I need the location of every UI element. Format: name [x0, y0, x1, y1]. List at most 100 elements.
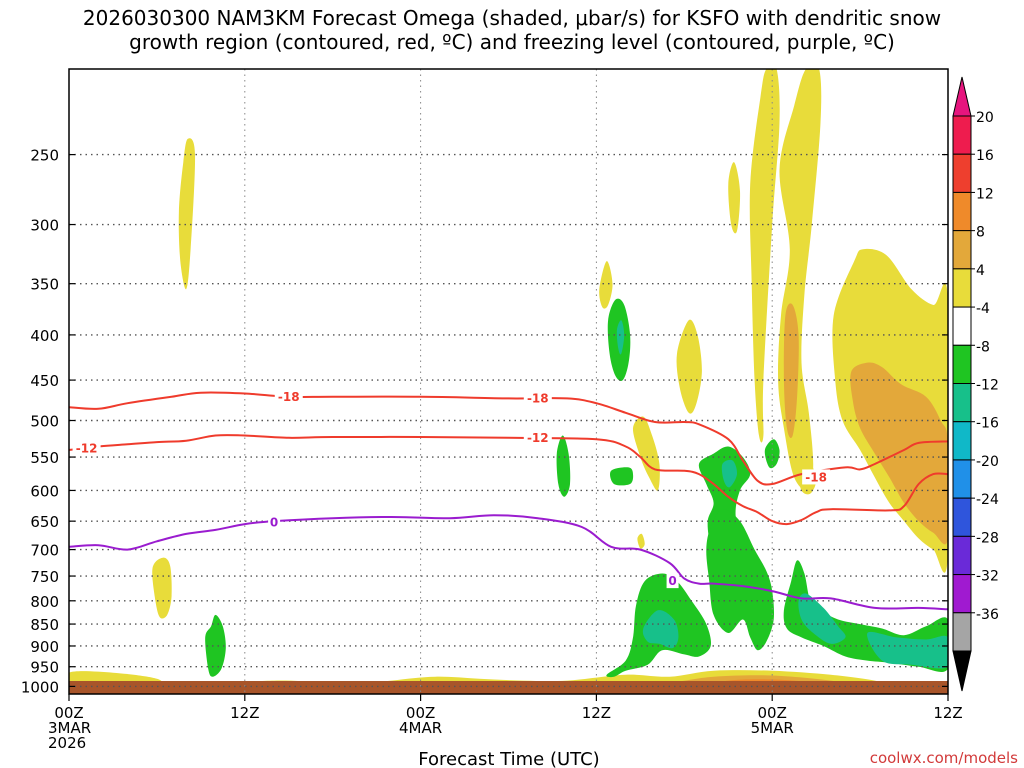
colorbar-label-7: -12 [976, 378, 999, 394]
colorbar-swatch-10 [952, 497, 972, 537]
omega-region-25 [798, 593, 846, 644]
contour-label-bg-2 [802, 469, 831, 485]
y-tick-label-250: 250 [30, 147, 59, 165]
y-tick-label-350: 350 [30, 276, 59, 294]
omega-region-18 [721, 459, 738, 488]
y-tick-label-900: 900 [30, 638, 59, 656]
colorbar-swatch-5 [952, 306, 972, 346]
colorbar-swatch-2 [952, 191, 972, 232]
colorbar-swatch-13 [952, 612, 972, 652]
omega-region-13 [676, 319, 702, 414]
colorbar-label-5: -4 [976, 301, 990, 317]
omega-region-12 [616, 320, 625, 355]
y-tick-label-550: 550 [30, 449, 59, 467]
omega-region-9 [599, 261, 613, 309]
y-tick-label-600: 600 [30, 482, 59, 500]
y-tick-label-400: 400 [30, 327, 59, 345]
y-tick-label-800: 800 [30, 593, 59, 611]
title-line-1: growth region (contoured, red, ºC) and f… [129, 30, 895, 54]
contour-label-5: 0 [270, 515, 278, 529]
contour-label-bg-6 [666, 573, 679, 589]
omega-region-14 [632, 416, 660, 491]
colorbar-swatch-6 [952, 344, 972, 384]
x-tick-label-24-0: 00Z [406, 704, 435, 722]
colorbar-swatch-0 [952, 115, 972, 155]
credit-text: coolwx.com/models [870, 749, 1018, 767]
colorbar-label-6: -8 [976, 339, 990, 355]
x-tick-label-48-1: 5MAR [751, 719, 794, 737]
colorbar-swatch-1 [952, 153, 972, 193]
grid-lines [69, 69, 948, 694]
y-tick-label-500: 500 [30, 413, 59, 431]
y-tick-label-300: 300 [30, 217, 59, 235]
colorbar-label-11: -28 [976, 530, 999, 546]
omega-region-15 [637, 533, 645, 549]
x-tick-label-36-0: 12Z [582, 704, 611, 722]
y-tick-label-1000: 1000 [21, 678, 59, 696]
colorbar-top-arrow [952, 76, 972, 117]
omega-region-10 [556, 435, 571, 497]
colorbar-label-9: -20 [976, 454, 999, 470]
omega-region-1 [152, 557, 172, 619]
colorbar-swatch-4 [952, 268, 972, 308]
x-tick-label-24-1: 4MAR [399, 719, 442, 737]
omega-region-27 [749, 69, 780, 443]
colorbar-label-0: 20 [976, 110, 994, 126]
colorbar-swatch-3 [952, 230, 972, 270]
colorbar-swatch-9 [952, 459, 972, 499]
x-tick-label-0-0: 00Z [54, 704, 83, 722]
x-tick-label-0-2: 2026 [48, 734, 86, 752]
colorbar-label-10: -24 [976, 492, 999, 508]
colorbar-bottom-arrow [952, 650, 972, 692]
contour-label-2: -18 [805, 470, 827, 484]
y-tick-label-750: 750 [30, 568, 59, 586]
contour-label-3: -12 [76, 442, 98, 456]
omega-region-16 [610, 467, 634, 486]
contour-label-6: 0 [668, 574, 676, 588]
y-tick-label-950: 950 [30, 659, 59, 677]
contour-label-bg-1 [523, 390, 552, 406]
colorbar-label-8: -16 [976, 416, 999, 432]
contour-label-bg-4 [523, 429, 552, 445]
contour-label-bg-5 [268, 514, 281, 530]
y-axis: 250 300 350 400 450 500 550 600 650 700 750 800 850 9… [21, 147, 948, 696]
contour-freezing-level [69, 514, 948, 611]
colorbar-swatch-8 [952, 421, 972, 461]
x-tick-label-0-1: 3MAR [48, 719, 91, 737]
contour-label-1: -18 [527, 391, 549, 405]
colorbar-label-2: 12 [976, 186, 994, 202]
contour-dgz-bottom [69, 434, 948, 526]
y-tick-label-850: 850 [30, 616, 59, 634]
omega-region-29 [783, 303, 799, 438]
contour-dgz-top [69, 391, 948, 486]
omega-region-26 [867, 631, 948, 669]
y-tick-label-450: 450 [30, 372, 59, 390]
x-axis-label: Forecast Time (UTC) [418, 749, 599, 768]
colorbar-label-4: 4 [976, 263, 985, 279]
omega-region-20 [728, 162, 741, 234]
chart-title: 2026030300 NAM3KM Forecast Omega (shaded… [83, 6, 941, 54]
colorbar-swatch-11 [952, 535, 972, 576]
omega-region-23 [706, 509, 775, 651]
omega-region-0 [178, 138, 196, 290]
plot-frame [68, 68, 949, 695]
contour-label-0: -18 [278, 390, 300, 404]
y-tick-label-650: 650 [30, 513, 59, 531]
colorbar: 20 16 12 8 4 -4 -8 -12 -16 -20 -24 -28 -32 -36 [952, 76, 999, 692]
omega-region-22 [642, 610, 679, 649]
y-tick-label-700: 700 [30, 542, 59, 560]
x-tick-label-60-0: 12Z [933, 704, 962, 722]
x-tick-label-48-0: 00Z [758, 704, 787, 722]
temperature-contours [69, 391, 948, 611]
colorbar-label-3: 8 [976, 225, 985, 241]
x-tick-label-12-0: 12Z [230, 704, 259, 722]
colorbar-label-1: 16 [976, 148, 994, 164]
contour-labels: -18 -18 -18 -12 -12 0 0 [72, 388, 831, 589]
contour-label-4: -12 [527, 431, 549, 445]
contour-label-bg-0 [274, 388, 303, 404]
omega-region-19 [764, 439, 780, 469]
ground-strip [69, 681, 948, 694]
colorbar-swatch-7 [952, 383, 972, 423]
